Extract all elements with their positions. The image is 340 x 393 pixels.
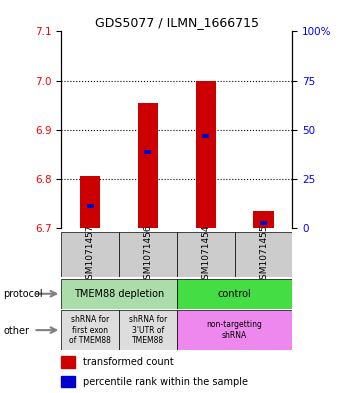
Text: control: control	[218, 289, 252, 299]
Bar	[61, 376, 75, 387]
Bar	[61, 356, 75, 368]
Title: GDS5077 / ILMN_1666715: GDS5077 / ILMN_1666715	[95, 16, 259, 29]
Text: shRNA for
3'UTR of
TMEM88: shRNA for 3'UTR of TMEM88	[129, 315, 167, 345]
Bar	[177, 232, 235, 277]
Bar	[202, 134, 209, 138]
Bar	[235, 232, 292, 277]
Bar	[177, 279, 292, 309]
Bar	[119, 232, 177, 277]
Bar	[260, 221, 267, 225]
Text: GSM1071455: GSM1071455	[259, 224, 268, 285]
Bar	[177, 310, 292, 350]
Text: percentile rank within the sample: percentile rank within the sample	[83, 376, 248, 387]
Text: non-targetting
shRNA: non-targetting shRNA	[207, 320, 262, 340]
Text: protocol: protocol	[3, 288, 43, 299]
Text: transformed count: transformed count	[83, 358, 174, 367]
Bar	[144, 150, 151, 154]
Text: other: other	[3, 326, 29, 336]
Text: shRNA for
first exon
of TMEM88: shRNA for first exon of TMEM88	[69, 315, 111, 345]
Bar	[61, 279, 177, 309]
Bar	[61, 310, 119, 350]
Text: TMEM88 depletion: TMEM88 depletion	[74, 289, 164, 299]
Bar	[119, 310, 177, 350]
Text: GSM1071456: GSM1071456	[143, 224, 152, 285]
Bar	[253, 211, 274, 228]
Text: GSM1071454: GSM1071454	[201, 224, 210, 285]
Bar	[138, 103, 158, 228]
Bar	[195, 81, 216, 228]
Bar	[87, 204, 94, 208]
Bar	[61, 232, 119, 277]
Text: GSM1071457: GSM1071457	[86, 224, 95, 285]
Bar	[80, 176, 100, 228]
